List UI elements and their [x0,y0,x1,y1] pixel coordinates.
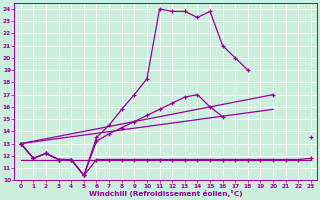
X-axis label: Windchill (Refroidissement éolien,°C): Windchill (Refroidissement éolien,°C) [89,190,243,197]
